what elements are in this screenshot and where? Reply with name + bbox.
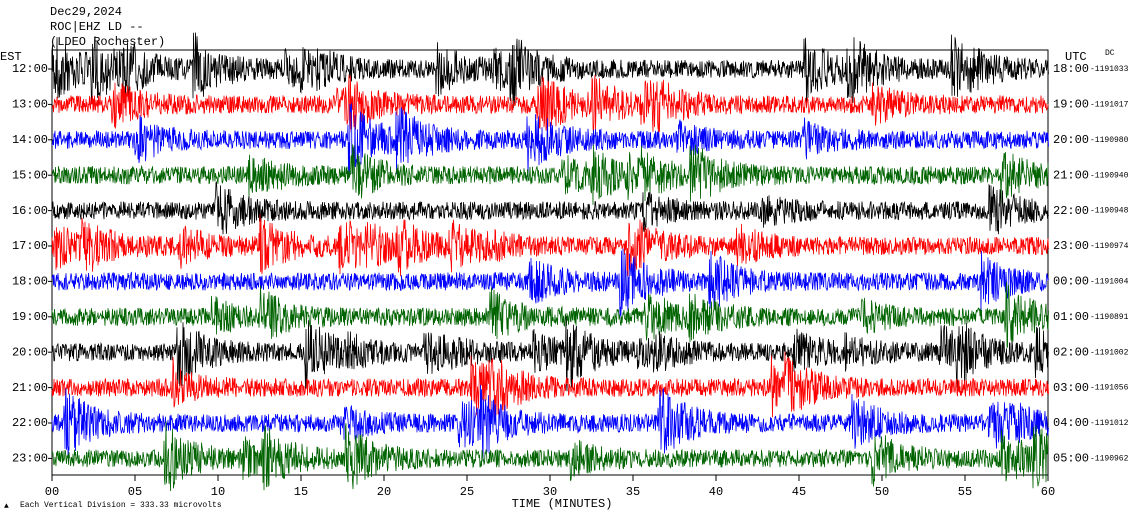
count-label: -1191056 (1090, 384, 1129, 393)
utc-label: 20:00 (1053, 133, 1089, 147)
utc-label: 19:00 (1053, 98, 1089, 112)
utc-label: 00:00 (1053, 275, 1089, 289)
x-tick-label: 10 (211, 485, 225, 499)
left-axis-title: EST (0, 50, 22, 64)
count-label: -1190962 (1090, 455, 1129, 464)
trace (51, 103, 1049, 178)
est-label: 17:00 (12, 239, 48, 253)
x-tick-label: 35 (626, 485, 640, 499)
x-tick-label: 20 (377, 485, 391, 499)
count-label: -1190940 (1090, 171, 1129, 180)
x-tick-label: 15 (294, 485, 308, 499)
count-label: -1191012 (1090, 419, 1129, 428)
trace (51, 384, 1049, 462)
utc-label: 05:00 (1053, 452, 1089, 466)
est-label: 20:00 (12, 345, 48, 359)
trace (51, 281, 1049, 348)
station: ROC|EHZ LD -- (50, 20, 144, 34)
est-label: 14:00 (12, 133, 48, 147)
trace (52, 144, 1049, 205)
est-label: 13:00 (12, 98, 48, 112)
trace (52, 74, 1049, 134)
utc-label: 03:00 (1053, 381, 1089, 395)
count-label: -1190980 (1090, 136, 1129, 145)
trace (51, 248, 1049, 319)
est-label: 12:00 (12, 62, 48, 76)
est-label: 19:00 (12, 310, 48, 324)
count-label: -1191004 (1090, 278, 1129, 287)
utc-label: 23:00 (1053, 239, 1089, 253)
trace (51, 181, 1049, 235)
trace (51, 32, 1049, 109)
trace (51, 351, 1049, 419)
date: Dec29,2024 (50, 5, 122, 19)
utc-label: 18:00 (1053, 62, 1089, 76)
location: (LDEO Rochester) (50, 35, 165, 49)
traces (51, 32, 1049, 492)
x-tick-label: 05 (128, 485, 142, 499)
utc-label: 02:00 (1053, 345, 1089, 359)
count-label: -1190974 (1090, 242, 1129, 251)
x-axis-title: TIME (MINUTES) (512, 497, 613, 511)
count-label: -1190948 (1090, 207, 1129, 216)
footer: Each Vertical Division = 333.33 microvol… (20, 501, 222, 510)
est-label: 15:00 (12, 168, 48, 182)
x-tick-label: 30 (543, 485, 557, 499)
trace (51, 421, 1049, 492)
x-tick-label: 55 (958, 485, 972, 499)
x-tick-label: 00 (45, 485, 59, 499)
x-tick-label: 45 (792, 485, 806, 499)
count-label: -1191017 (1090, 101, 1129, 110)
utc-label: 21:00 (1053, 168, 1089, 182)
est-label: 23:00 (12, 452, 48, 466)
est-label: 21:00 (12, 381, 48, 395)
dc-note: DC (1105, 49, 1115, 58)
plot-frame (51, 49, 1049, 476)
right-axis-title: UTC (1065, 50, 1087, 64)
est-label: 16:00 (12, 204, 48, 218)
logo: ▲ (4, 502, 9, 511)
x-tick-label: 60 (1041, 485, 1055, 499)
utc-label: 22:00 (1053, 204, 1089, 218)
est-label: 18:00 (12, 275, 48, 289)
trace (51, 214, 1049, 277)
trace (51, 316, 1049, 392)
count-label: -1191033 (1090, 65, 1129, 74)
count-label: -1191002 (1090, 348, 1129, 357)
utc-label: 01:00 (1053, 310, 1089, 324)
count-label: -1190891 (1090, 313, 1129, 322)
est-label: 22:00 (12, 416, 48, 430)
x-tick-label: 25 (460, 485, 474, 499)
utc-label: 04:00 (1053, 416, 1089, 430)
x-tick-label: 40 (709, 485, 723, 499)
x-tick-label: 50 (875, 485, 889, 499)
